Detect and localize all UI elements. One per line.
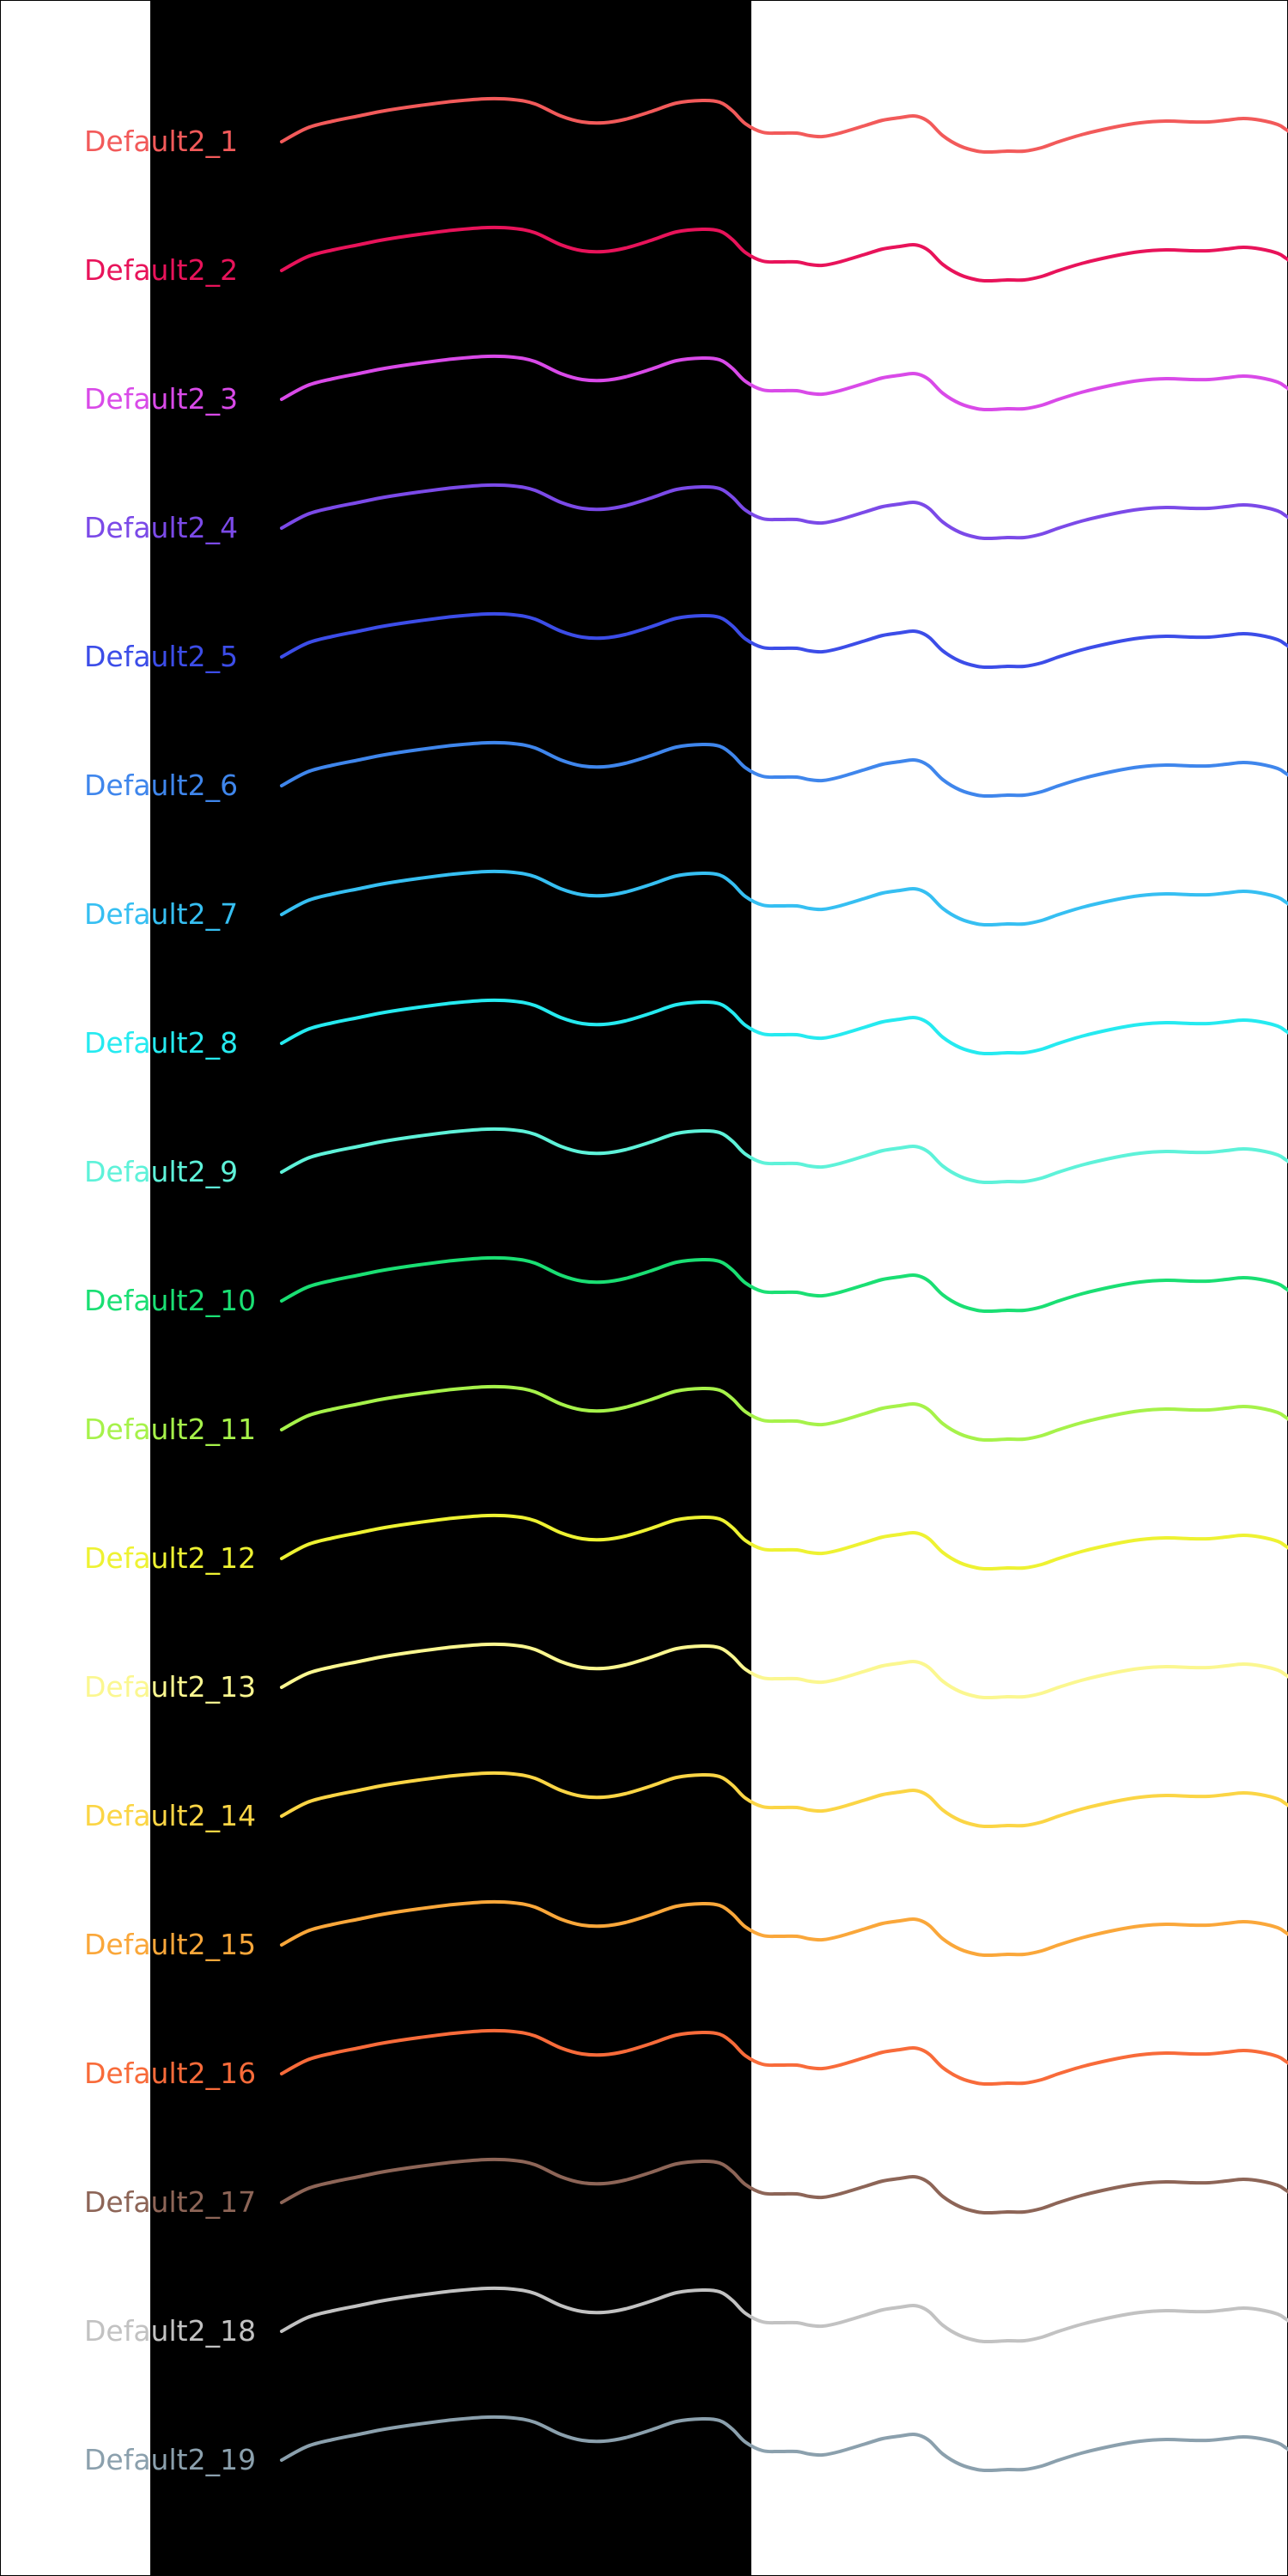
sample-curve <box>280 2028 1288 2087</box>
sample-curve <box>280 1384 1288 1443</box>
sample-curve <box>280 1771 1288 1829</box>
row-label: Default2_19 <box>84 2443 257 2476</box>
sample-curve <box>280 740 1288 799</box>
row-label: Default2_9 <box>84 1155 239 1188</box>
dark-background-band <box>150 0 751 2576</box>
sample-curve <box>280 1899 1288 1958</box>
sample-curve <box>280 611 1288 670</box>
row-label: Default2_3 <box>84 382 239 416</box>
sample-curve <box>280 1127 1288 1185</box>
row-label: Default2_13 <box>84 1670 257 1704</box>
row-label: Default2_14 <box>84 1799 257 1832</box>
sample-curve <box>280 483 1288 541</box>
row-label: Default2_12 <box>84 1541 257 1575</box>
row-label: Default2_4 <box>84 511 239 544</box>
row-label: Default2_5 <box>84 640 239 673</box>
row-label: Default2_15 <box>84 1928 257 1961</box>
row-label: Default2_7 <box>84 897 239 931</box>
sample-curve <box>280 869 1288 927</box>
sample-curve <box>280 998 1288 1056</box>
row-label: Default2_17 <box>84 2185 257 2219</box>
sample-curve <box>280 2157 1288 2215</box>
row-label: Default2_18 <box>84 2314 257 2348</box>
row-label: Default2_11 <box>84 1413 257 1446</box>
row-label: Default2_2 <box>84 253 239 287</box>
sample-curve <box>280 1513 1288 1571</box>
row-label: Default2_10 <box>84 1284 257 1317</box>
row-label: Default2_8 <box>84 1026 239 1060</box>
row-label: Default2_6 <box>84 769 239 802</box>
sample-curve <box>280 1642 1288 1700</box>
sample-curve <box>280 354 1288 412</box>
row-label: Default2_1 <box>84 125 239 158</box>
sample-curve <box>280 2286 1288 2344</box>
sample-curve <box>280 2415 1288 2473</box>
sample-curve <box>280 1255 1288 1314</box>
sample-curve <box>280 96 1288 155</box>
sample-curve <box>280 225 1288 283</box>
row-label: Default2_16 <box>84 2057 257 2090</box>
